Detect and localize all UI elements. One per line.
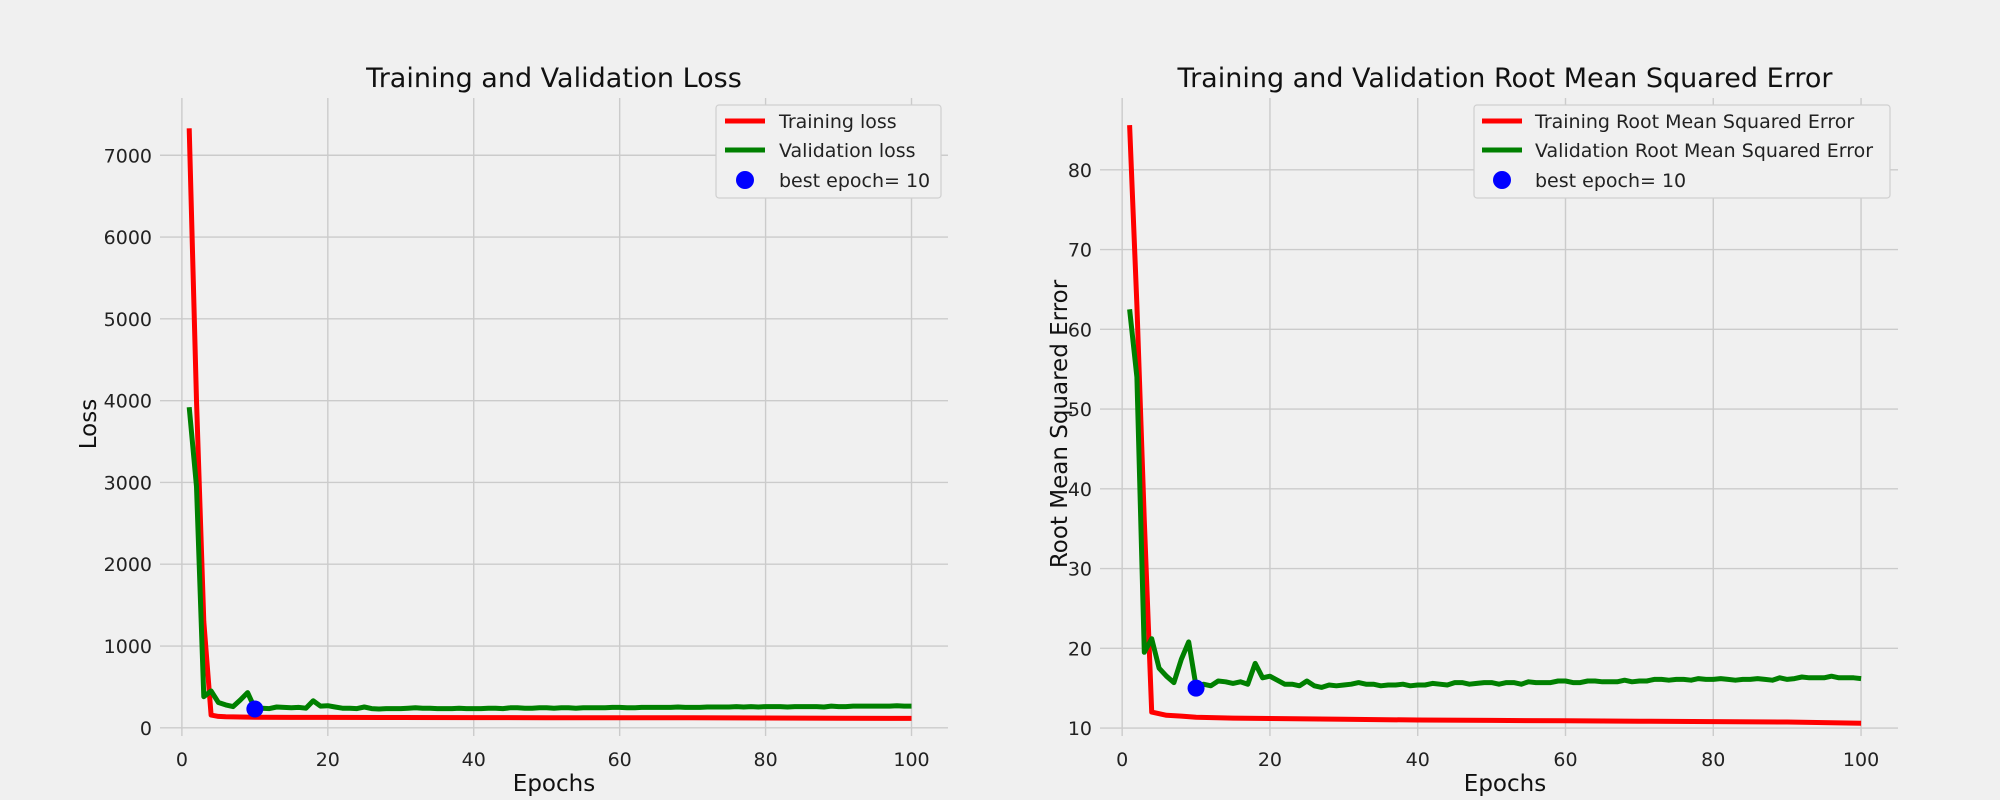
rmse-y-tick-label: 40 bbox=[1068, 479, 1092, 501]
loss-validation-line bbox=[186, 406, 912, 712]
rmse-chart-legend: Training Root Mean Squared Error Validat… bbox=[1473, 104, 1891, 199]
loss-chart: 0 20 40 60 80 1000100020003000400050006000700… bbox=[76, 63, 948, 797]
loss-y-tick-label: 7000 bbox=[104, 145, 152, 167]
loss-y-tick-label: 6000 bbox=[104, 227, 152, 249]
rmse-training-line bbox=[1127, 124, 1862, 726]
loss-y-tick-label: 4000 bbox=[104, 391, 152, 413]
rmse-y-tick-label: 50 bbox=[1068, 399, 1092, 421]
loss-y-tick-label: 2000 bbox=[104, 554, 152, 576]
loss-y-tick-label: 1000 bbox=[104, 636, 152, 658]
rmse-chart-ylabel: Root Mean Squared Error bbox=[1047, 279, 1073, 568]
loss-chart-xlabel: Epochs bbox=[513, 771, 595, 797]
loss-legend-best-epoch-marker bbox=[736, 171, 754, 189]
loss-y-tick-label: 0 bbox=[140, 718, 152, 740]
rmse-x-tick-label: 80 bbox=[1701, 749, 1725, 771]
rmse-x-tick-label: 20 bbox=[1258, 749, 1282, 771]
loss-x-tick-label: 60 bbox=[608, 749, 632, 771]
loss-chart-legend: Training loss Validation loss best epoch… bbox=[715, 104, 942, 199]
rmse-x-tick-label: 100 bbox=[1843, 749, 1879, 771]
loss-legend-box bbox=[715, 104, 942, 199]
loss-x-tick-label: 100 bbox=[893, 749, 929, 771]
loss-y-tick-label: 3000 bbox=[104, 472, 152, 494]
rmse-legend-box bbox=[1473, 104, 1891, 199]
loss-x-tick-label: 0 bbox=[176, 749, 188, 771]
rmse-chart-xlabel: Epochs bbox=[1464, 771, 1546, 797]
loss-legend-training-label: Training loss bbox=[778, 111, 897, 133]
rmse-y-tick-label: 80 bbox=[1068, 160, 1092, 182]
rmse-x-tick-label: 0 bbox=[1116, 749, 1128, 771]
rmse-y-tick-label: 10 bbox=[1068, 718, 1092, 740]
rmse-legend-training-label: Training Root Mean Squared Error bbox=[1534, 111, 1854, 133]
rmse-y-tick-label: 20 bbox=[1068, 638, 1092, 660]
loss-x-tick-label: 20 bbox=[316, 749, 340, 771]
loss-x-tick-label: 80 bbox=[753, 749, 777, 771]
loss-y-tick-label: 5000 bbox=[104, 309, 152, 331]
rmse-x-tick-label: 40 bbox=[1406, 749, 1430, 771]
rmse-y-tick-label: 70 bbox=[1068, 240, 1092, 262]
rmse-y-tick-label: 30 bbox=[1068, 559, 1092, 581]
loss-legend-validation-label: Validation loss bbox=[779, 140, 916, 162]
rmse-x-tick-label: 60 bbox=[1553, 749, 1577, 771]
rmse-y-tick-label: 60 bbox=[1068, 319, 1092, 341]
loss-training-line bbox=[186, 128, 912, 721]
rmse-legend-best-epoch-label: best epoch= 10 bbox=[1535, 170, 1686, 192]
rmse-legend-best-epoch-marker bbox=[1493, 171, 1511, 189]
rmse-chart-title: Training and Validation Root Mean Square… bbox=[1177, 63, 1834, 94]
loss-x-tick-label: 40 bbox=[462, 749, 486, 771]
loss-best-epoch-point bbox=[246, 700, 264, 718]
loss-chart-ylabel: Loss bbox=[76, 399, 102, 449]
rmse-validation-line bbox=[1127, 309, 1862, 690]
loss-legend-best-epoch-label: best epoch= 10 bbox=[779, 170, 930, 192]
rmse-chart: 0 20 40 60 80 100 10 20 30 40 50 60 70 80 Training an… bbox=[1047, 63, 1898, 797]
rmse-legend-validation-label: Validation Root Mean Squared Error bbox=[1535, 140, 1873, 162]
loss-chart-title: Training and Validation Loss bbox=[365, 63, 742, 94]
rmse-best-epoch-point bbox=[1187, 679, 1205, 697]
